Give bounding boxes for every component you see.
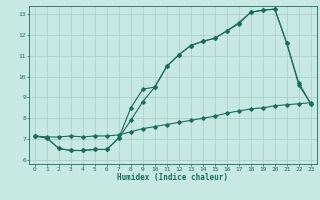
X-axis label: Humidex (Indice chaleur): Humidex (Indice chaleur) bbox=[117, 173, 228, 182]
